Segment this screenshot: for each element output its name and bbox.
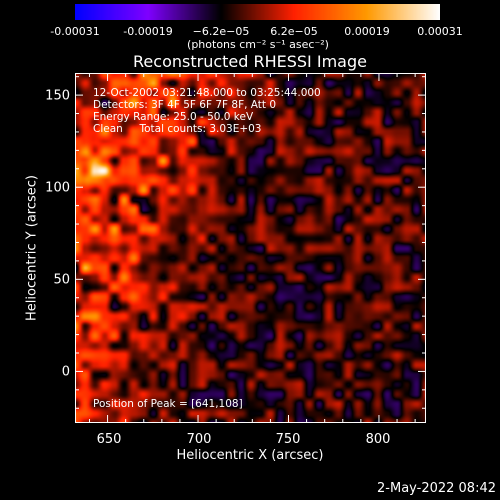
colorbar-units: (photons cm⁻² s⁻¹ asec⁻²) [187,38,329,51]
colorbar-tick: -0.00031 [50,25,100,38]
x-axis-label: Heliocentric X (arcsec) [176,448,324,463]
annotation-detectors: Detectors: 3F 4F 5F 6F 7F 8F, Att 0 [93,99,277,111]
x-tick-label: 800 [365,432,391,447]
colorbar-gradient [75,4,440,20]
y-tick-label: 100 [45,180,70,196]
y-tick-label: 0 [61,364,70,380]
x-tick-label: 750 [275,432,301,447]
annotation-total-counts: Clean Total counts: 3.03E+03 [93,123,262,135]
colorbar [75,4,440,20]
peak-position-label: Position of Peak = [641,108] [93,398,243,410]
x-tick-label: 700 [186,432,212,447]
y-tick-label: 150 [45,88,70,104]
annotation-energy-range: Energy Range: 25.0 - 50.0 keV [93,111,254,123]
colorbar-tick: 6.2e−05 [270,25,318,38]
colorbar-tick: 0.00031 [417,25,463,38]
y-axis-label: Heliocentric Y (arcsec) [24,175,40,321]
plot-frame [75,73,426,423]
y-tick-label: 50 [53,272,70,288]
colorbar-tick: -0.00019 [123,25,173,38]
x-tick-label: 650 [96,432,122,447]
plot-timestamp: 2-May-2022 08:42 [377,481,496,496]
heatmap-image [75,73,426,423]
colorbar-tick: 0.00019 [344,25,390,38]
annotation-time-range: 12-Oct-2002 03:21:48.000 to 03:25:44.000 [93,87,321,99]
chart-title: Reconstructed RHESSI Image [133,52,367,71]
colorbar-tick: −6.2e−05 [192,25,250,38]
